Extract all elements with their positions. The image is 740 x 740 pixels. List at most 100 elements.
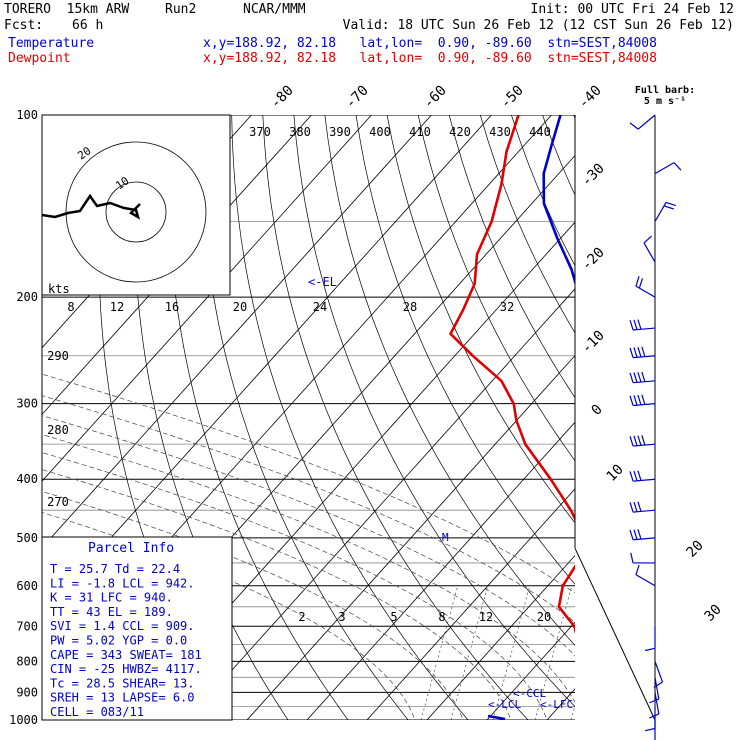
run-label: Run2 xyxy=(165,2,197,17)
temperature-profile-line xyxy=(542,115,575,287)
parcel-info-row: LI = -1.8 LCL = 942. xyxy=(50,576,195,590)
org-label: NCAR/MMM xyxy=(243,2,306,17)
isotherm-line xyxy=(246,354,575,720)
theta-label: 370 xyxy=(249,125,271,139)
mixing-ratio-label: 20 xyxy=(537,610,551,624)
theta-label: 430 xyxy=(489,125,511,139)
parcel-info-frame xyxy=(41,536,233,721)
wind-barb xyxy=(629,394,656,407)
pressure-label: 700 xyxy=(16,619,38,633)
isotherm-line xyxy=(486,621,575,720)
dry-adiabat-label: 290 xyxy=(47,349,69,363)
wind-barb xyxy=(649,677,660,704)
moist-adiabat xyxy=(42,452,548,720)
isotherm-line xyxy=(667,115,740,720)
valid-time: Valid: 18 UTC Sun 26 Feb 12 (12 CST Sun … xyxy=(342,18,734,33)
theta-e-label: 8 xyxy=(67,300,74,314)
isotherm-line xyxy=(546,688,575,720)
hodograph: 10 20 kts xyxy=(41,114,231,296)
dry-adiabat xyxy=(324,115,575,646)
isotherm-label: -80 xyxy=(268,83,297,112)
theta-label: 390 xyxy=(329,125,351,139)
dry-adiabat xyxy=(542,115,575,196)
theta-label: 420 xyxy=(449,125,471,139)
model-title: TORERO 15km ARW xyxy=(4,2,130,17)
pressure-label: 1000 xyxy=(9,713,38,727)
pressure-label: 900 xyxy=(16,685,38,699)
dry-adiabat-label: 270 xyxy=(47,495,69,509)
moist-adiabat xyxy=(42,415,575,657)
hodograph-ring-label: 10 xyxy=(113,174,131,192)
wind-barb xyxy=(629,346,656,359)
mixing-ratio-label: 3 xyxy=(338,610,345,624)
theta-e-label: 20 xyxy=(233,300,247,314)
mixing-ratio-label: 8 xyxy=(438,610,445,624)
isotherm-line xyxy=(306,421,575,720)
mixing-ratio-label: 2 xyxy=(298,610,305,624)
m-annotation: M xyxy=(442,531,449,544)
temperature-legend: Temperature xyxy=(8,36,95,51)
dry-adiabat-label: 280 xyxy=(47,423,69,437)
parcel-info-row: PW = 5.02 YGP = 0.0 xyxy=(50,634,187,648)
wind-barb xyxy=(629,371,656,384)
theta-e-label: 16 xyxy=(165,300,179,314)
isotherm-label: 20 xyxy=(684,538,707,561)
dry-adiabat xyxy=(636,115,740,733)
lfc-annotation: <-LFC xyxy=(540,698,573,711)
wind-barb xyxy=(635,564,656,587)
isotherm-line xyxy=(42,115,492,616)
el-annotation: <-EL xyxy=(308,275,337,289)
isotherm-label: -10 xyxy=(579,328,608,357)
dewpoint-profile-line xyxy=(449,115,575,635)
wind-barb xyxy=(644,626,656,652)
parcel-info-row: Tc = 28.5 SHEAR= 13. xyxy=(50,676,195,690)
wind-barb xyxy=(629,470,656,482)
dry-adiabat xyxy=(573,115,575,120)
plot-corner-border xyxy=(574,547,656,721)
moist-adiabat xyxy=(42,434,575,703)
theta-label: 400 xyxy=(369,125,391,139)
dry-adiabat xyxy=(355,115,575,585)
theta-e-label: 28 xyxy=(403,300,417,314)
barb-legend-title: Full barb: xyxy=(635,85,695,96)
isotherm-label: -20 xyxy=(579,245,608,274)
dry-adiabat xyxy=(386,115,575,524)
wind-barb xyxy=(629,501,656,513)
dry-adiabat xyxy=(200,115,409,720)
isotherm-label: -60 xyxy=(421,83,450,112)
isotherm-label: -50 xyxy=(498,83,527,112)
parcel-info-box: Parcel Info T = 25.7 Td = 22.4LI = -1.8 L… xyxy=(41,536,233,721)
pressure-label: 400 xyxy=(16,472,38,486)
isotherm-line xyxy=(42,115,372,482)
hodograph-ring-label: 20 xyxy=(75,144,93,162)
pressure-label: 500 xyxy=(16,531,38,545)
mixing-ratio-label: 12 xyxy=(479,610,493,624)
dry-adiabat xyxy=(231,115,469,720)
mixing-ratio-line xyxy=(450,585,489,720)
parcel-info-row: K = 31 LFC = 940. xyxy=(50,591,173,605)
parcel-info-row: SREH = 13 LAPSE= 6.0 xyxy=(50,691,195,705)
dry-adiabat xyxy=(293,115,575,708)
theta-label: 410 xyxy=(409,125,431,139)
dry-adiabat xyxy=(698,115,740,733)
dewpoint-location: x,y=188.92, 82.18 lat,lon= 0.90, -89.60 … xyxy=(203,51,657,66)
wind-barb xyxy=(635,276,656,298)
wind-barb xyxy=(629,529,656,541)
moist-adiabat xyxy=(42,491,464,720)
pressure-label: 800 xyxy=(16,654,38,668)
hodograph-trace xyxy=(41,193,141,220)
theta-label: 440 xyxy=(529,125,551,139)
hodograph-ring-10 xyxy=(105,181,167,243)
dry-adiabat xyxy=(729,115,740,733)
isotherm-line xyxy=(727,115,740,720)
wind-barb xyxy=(654,201,676,222)
dry-adiabat xyxy=(605,115,740,733)
dry-adiabat xyxy=(417,115,575,462)
hodograph-ring-20 xyxy=(65,141,207,283)
hodograph-unit-label: kts xyxy=(48,282,70,296)
moist-adiabat xyxy=(42,512,416,720)
isotherm-label: 0 xyxy=(589,402,606,419)
theta-e-label: 24 xyxy=(313,300,327,314)
pressure-label: 300 xyxy=(16,397,38,411)
